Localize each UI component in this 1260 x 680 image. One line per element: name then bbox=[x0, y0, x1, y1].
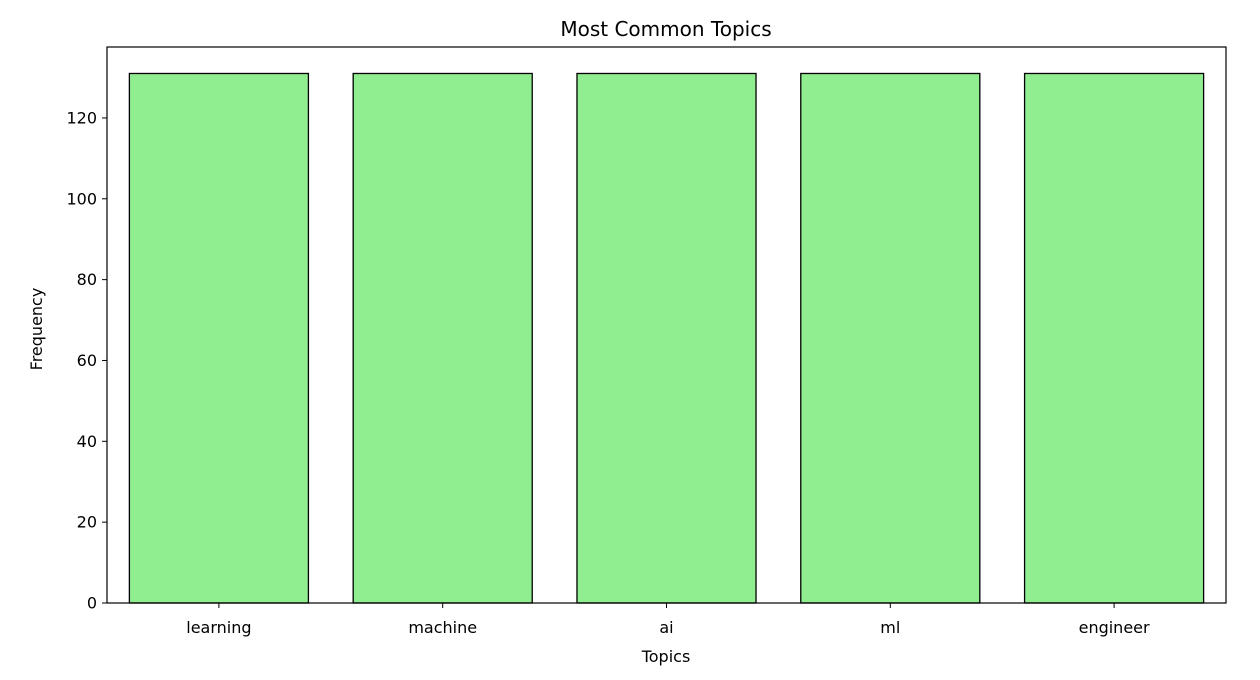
y-axis-label: Frequency bbox=[27, 288, 46, 371]
axes-frame bbox=[106, 46, 1227, 604]
x-tick-label: ml bbox=[880, 618, 900, 637]
bar-learning bbox=[128, 72, 310, 604]
bar-machine bbox=[352, 72, 533, 604]
x-tick-label: ai bbox=[659, 618, 673, 637]
x-axis-label: Topics bbox=[641, 647, 691, 666]
x-tick-label: machine bbox=[408, 618, 477, 637]
x-tick-label: engineer bbox=[1079, 618, 1150, 637]
chart-title: Most Common Topics bbox=[560, 17, 771, 41]
y-tick-label: 20 bbox=[77, 513, 97, 532]
bar-ml bbox=[800, 72, 981, 604]
y-tick-label: 100 bbox=[66, 189, 97, 208]
bar-ai bbox=[576, 72, 757, 604]
y-tick-label: 0 bbox=[87, 594, 97, 613]
bar-engineer bbox=[1023, 72, 1205, 604]
plot-area: learning machine ai ml engineer 0 20 40 60 80 100 1… bbox=[66, 46, 1227, 637]
y-tick-label: 60 bbox=[77, 351, 97, 370]
y-tick-label: 80 bbox=[77, 270, 97, 289]
y-tick-label: 40 bbox=[77, 432, 97, 451]
x-tick-label: learning bbox=[186, 618, 251, 637]
y-tick-label: 120 bbox=[66, 108, 97, 127]
